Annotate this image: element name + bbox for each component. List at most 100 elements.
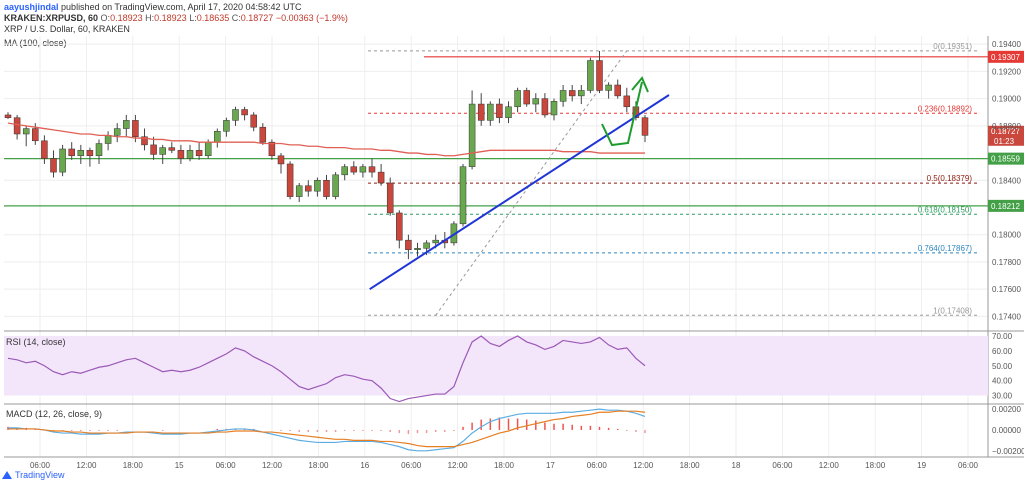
countdown-label: 01:23 (994, 137, 1015, 146)
candle-body (177, 150, 185, 159)
level-tag (988, 152, 1024, 165)
candle-body (168, 147, 176, 151)
candle-body (68, 148, 75, 157)
y-tick-label: 0.17600 (992, 285, 1021, 294)
candle-body (405, 239, 412, 250)
candle-body (359, 166, 367, 173)
candle-body (32, 128, 39, 142)
candle-body (423, 242, 430, 249)
rsi-tick-label: 60.00 (992, 347, 1013, 356)
ma-line (7, 122, 645, 157)
candle-body (578, 90, 585, 97)
macd-line (8, 408, 646, 452)
candles (4, 50, 649, 260)
x-tick-label: 18:00 (494, 461, 515, 470)
candle-body (95, 143, 103, 157)
candle-body (13, 117, 21, 135)
candle-body (514, 90, 521, 108)
support-trend-line (369, 94, 670, 291)
y-tick-label: 0.19000 (992, 95, 1021, 104)
x-tick-label: 18:00 (680, 461, 701, 470)
candle-body (550, 101, 558, 116)
candle-body (86, 150, 94, 157)
x-tick-label: 19 (917, 461, 926, 470)
candle-body (368, 166, 376, 173)
candle-body (568, 90, 576, 97)
y-tick-label: 0.18400 (992, 176, 1021, 185)
level-label: 0.18559 (991, 155, 1020, 164)
x-tick-label: 17 (546, 461, 555, 470)
candle-body (323, 180, 330, 197)
macd-tick-label: −0.00200 (992, 447, 1024, 456)
x-tick-label: 12:00 (76, 461, 97, 470)
current-price-tag (988, 125, 1024, 146)
candle-body (123, 120, 130, 129)
level-label: 0.18212 (991, 202, 1020, 211)
ohlc-low: 0.18635 (196, 13, 230, 23)
candle-body (104, 135, 112, 144)
x-tick-label: 12:00 (819, 461, 840, 470)
ohlc-high: 0.18923 (154, 13, 187, 23)
rsi-tick-label: 30.00 (992, 392, 1013, 401)
x-tick-label: 06:00 (401, 461, 422, 470)
fib-retracement[interactable]: 0(0.19351) 0.236(0.18892) 0.5(0.18379) 0.61… (368, 42, 978, 316)
rsi-line (7, 335, 646, 403)
x-tick-label: 06:00 (772, 461, 793, 470)
macd-title: MACD (12, 26, close, 9) (6, 409, 102, 419)
x-tick-label: 18:00 (865, 461, 886, 470)
chart-header: aayushjindal published on TradingView.co… (0, 0, 1024, 38)
rsi-pane: RSI (14, close) (4, 335, 988, 403)
current-price-label: 0.18727 (991, 127, 1020, 136)
x-tick-label: 15 (175, 461, 184, 470)
drawings[interactable] (369, 76, 670, 291)
ohlc-open: 0.18923 (110, 13, 143, 23)
rsi-tick-label: 70.00 (992, 332, 1013, 341)
x-tick-label: 12:00 (262, 461, 283, 470)
candle-body (286, 163, 294, 197)
candle-body (268, 141, 276, 157)
candle-body (186, 150, 194, 159)
x-tick-label: 18 (732, 461, 741, 470)
candle-body (477, 103, 485, 121)
publisher-line: aayushjindal published on TradingView.co… (4, 2, 302, 12)
macd-signal-line (8, 410, 646, 448)
fib-level-label: 0.618(0.18150) (918, 205, 973, 214)
x-tick-label: 06:00 (587, 461, 608, 470)
candle-body (596, 60, 603, 91)
x-tick-label: 06:00 (958, 461, 979, 470)
ohlc-change: −0.00363 (−1.9%) (275, 13, 348, 23)
ohlc-open-label: O: (100, 13, 111, 23)
ohlc-high-label: H: (145, 13, 155, 23)
candle-body (496, 103, 503, 118)
candle-body (113, 128, 121, 136)
tradingview-logo-icon (2, 471, 12, 479)
x-tick-label: 06:00 (216, 461, 237, 470)
candle-body (641, 117, 649, 136)
candle-body (432, 239, 439, 244)
fib-level-label: 0.5(0.18379) (927, 174, 973, 183)
axes: 06:00 12:00 18:00 15 06:00 12:00 18:00 16 06:00 1… (30, 40, 1024, 470)
candle-body (487, 103, 494, 121)
level-tag (988, 50, 1024, 63)
x-tick-label: 18:00 (123, 461, 144, 470)
candle-body (605, 84, 612, 91)
instrument-line: XRP / U.S. Dollar, 60, KRAKEN (4, 24, 130, 34)
candle-body (623, 95, 631, 108)
candle-body (141, 136, 148, 146)
pane-frames (4, 36, 1024, 458)
level-label: 0.19307 (991, 53, 1020, 62)
publisher-name[interactable]: aayushjindal (4, 2, 59, 12)
footer[interactable]: TradingView (2, 470, 65, 480)
candle-body (259, 126, 267, 143)
projection-arrowhead (631, 76, 649, 93)
candle-body (41, 140, 48, 159)
candle-body (4, 114, 12, 118)
candle-body (505, 106, 512, 118)
fib-level-label: 0.764(0.17867) (918, 244, 973, 253)
candle-body (305, 185, 312, 192)
y-tick-label: 0.18000 (992, 231, 1021, 240)
level-tag (988, 199, 1024, 212)
candle-body (241, 109, 248, 116)
